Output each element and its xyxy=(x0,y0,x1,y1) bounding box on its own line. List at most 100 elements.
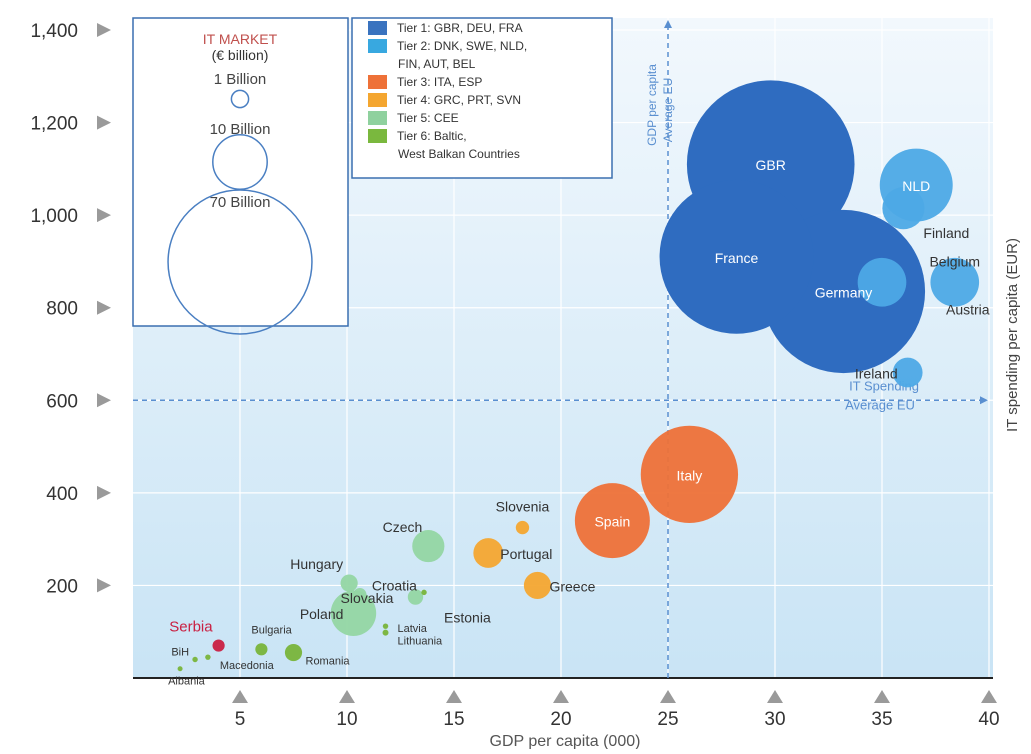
bubble-label-romania: Romania xyxy=(306,656,351,668)
x-tick-marker xyxy=(232,690,248,703)
bubble-hungary xyxy=(340,574,358,592)
x-tick-label: 20 xyxy=(550,709,571,730)
bubble-label-ireland: Ireland xyxy=(855,366,898,382)
y-tick-marker xyxy=(97,300,111,315)
x-tick-label: 15 xyxy=(443,709,464,730)
x-tick-marker xyxy=(767,690,783,703)
x-tick-marker xyxy=(553,690,569,703)
tier-legend-swatch xyxy=(368,75,387,89)
tier-legend-label: Tier 3: ITA, ESP xyxy=(397,75,482,89)
bubble-spain xyxy=(574,483,650,559)
y-tick-label: 400 xyxy=(46,484,78,505)
bubble-croatia xyxy=(353,588,367,602)
bubble-label-nld: NLD xyxy=(902,178,930,194)
bubble-bih xyxy=(192,656,198,663)
tier-legend-swatch xyxy=(368,129,387,143)
bubble-label-slovakia: Slovakia xyxy=(341,590,394,606)
tier-legend-swatch xyxy=(368,111,387,125)
size-legend-title: (€ billion) xyxy=(212,47,269,63)
reference-arrow-gdp xyxy=(664,20,672,28)
y-tick-label: 800 xyxy=(46,299,78,320)
bubble-france xyxy=(659,179,814,334)
bubble-label-france: France xyxy=(715,250,759,266)
bubble-lithuania xyxy=(382,629,389,636)
bubble-label-slovenia: Slovenia xyxy=(496,499,550,515)
bubble-albania xyxy=(177,666,183,672)
size-legend-circle xyxy=(230,89,250,109)
bubble-portugal xyxy=(473,538,504,568)
bubble-finland xyxy=(882,187,925,230)
bubble-label-austria: Austria xyxy=(946,301,990,317)
bubble-label-hungary: Hungary xyxy=(290,556,343,572)
x-tick-label: 35 xyxy=(871,709,892,730)
bubble-czech xyxy=(412,529,445,563)
y-tick-label: 1,400 xyxy=(30,21,78,42)
bubble-label-lithuania: Lithuania xyxy=(398,636,444,648)
x-tick-label: 5 xyxy=(235,709,246,730)
y-tick-marker xyxy=(97,578,111,593)
bubble-label-macedonia: Macedonia xyxy=(220,660,275,672)
bubble-label-czech: Czech xyxy=(383,519,423,535)
bubble-label-serbia: Serbia xyxy=(169,619,213,636)
x-tick-label: 40 xyxy=(978,709,999,730)
tier-legend-label: Tier 5: CEE xyxy=(397,111,459,125)
x-tick-label: 30 xyxy=(764,709,785,730)
bubble-poland xyxy=(330,590,377,636)
bubble-austria xyxy=(857,257,907,307)
x-tick-marker xyxy=(874,690,890,703)
bubble-label-finland: Finland xyxy=(923,225,969,241)
y-tick-label: 200 xyxy=(46,576,78,597)
y-tick-marker xyxy=(97,393,111,408)
y-tick-marker xyxy=(97,23,111,37)
y-tick-marker xyxy=(97,208,111,223)
bubble-label-estonia: Estonia xyxy=(444,609,491,625)
tier-legend-swatch xyxy=(368,39,387,53)
size-legend-label: 1 Billion xyxy=(214,71,267,88)
tier-legend-swatch xyxy=(368,21,387,35)
bubble-label-italy: Italy xyxy=(677,467,703,483)
bubble-estonia xyxy=(421,589,427,596)
bubble-label-poland: Poland xyxy=(300,606,344,622)
reference-arrow-it xyxy=(980,396,988,405)
tier-legend-label: Tier 4: GRC, PRT, SVN xyxy=(397,93,521,107)
reference-label-gdp: GDP per capita xyxy=(645,64,659,146)
bubble-label-croatia: Croatia xyxy=(372,578,417,594)
bubble-label-germany: Germany xyxy=(815,285,873,301)
bubble-label-gbr: GBR xyxy=(756,157,786,173)
y-tick-label: 1,200 xyxy=(30,114,78,135)
bubble-label-bulgaria: Bulgaria xyxy=(251,624,292,636)
bubble-label-bih: BiH xyxy=(171,646,189,658)
tier-legend-label: Tier 1: GBR, DEU, FRA xyxy=(397,21,523,35)
bubble-macedonia xyxy=(205,654,211,660)
size-legend-label: 70 Billion xyxy=(210,194,271,211)
x-tick-marker xyxy=(446,690,462,703)
size-legend-circle xyxy=(167,189,313,335)
bubble-italy xyxy=(640,425,739,523)
y-tick-label: 1,000 xyxy=(30,206,78,227)
y-tick-marker xyxy=(97,115,111,130)
bubble-ireland xyxy=(892,357,923,388)
size-legend-box xyxy=(132,17,349,327)
size-legend-label: 10 Billion xyxy=(210,121,271,138)
bubble-label-spain: Spain xyxy=(594,514,630,530)
bubble-greece xyxy=(523,571,552,600)
reference-label-it: Average EU xyxy=(845,397,915,412)
x-tick-marker xyxy=(339,690,355,703)
y-axis-title: IT spending per capita (EUR) xyxy=(1004,238,1021,432)
bubble-slovenia xyxy=(515,520,530,535)
bubble-label-belgium: Belgium xyxy=(929,253,980,269)
tier-legend-label: Tier 2: DNK, SWE, NLD, xyxy=(397,39,527,53)
bubble-label-portugal: Portugal xyxy=(500,546,552,562)
bubble-bulgaria xyxy=(255,643,268,656)
y-tick-marker xyxy=(97,485,111,500)
x-tick-label: 10 xyxy=(336,709,357,730)
tier-legend-box xyxy=(351,17,613,179)
x-tick-marker xyxy=(660,690,676,703)
x-tick-marker xyxy=(981,690,997,703)
tier-legend-swatch xyxy=(368,93,387,107)
bubble-label-albania: Albania xyxy=(168,676,206,688)
bubble-romania xyxy=(284,643,303,662)
bubble-latvia xyxy=(382,623,389,629)
